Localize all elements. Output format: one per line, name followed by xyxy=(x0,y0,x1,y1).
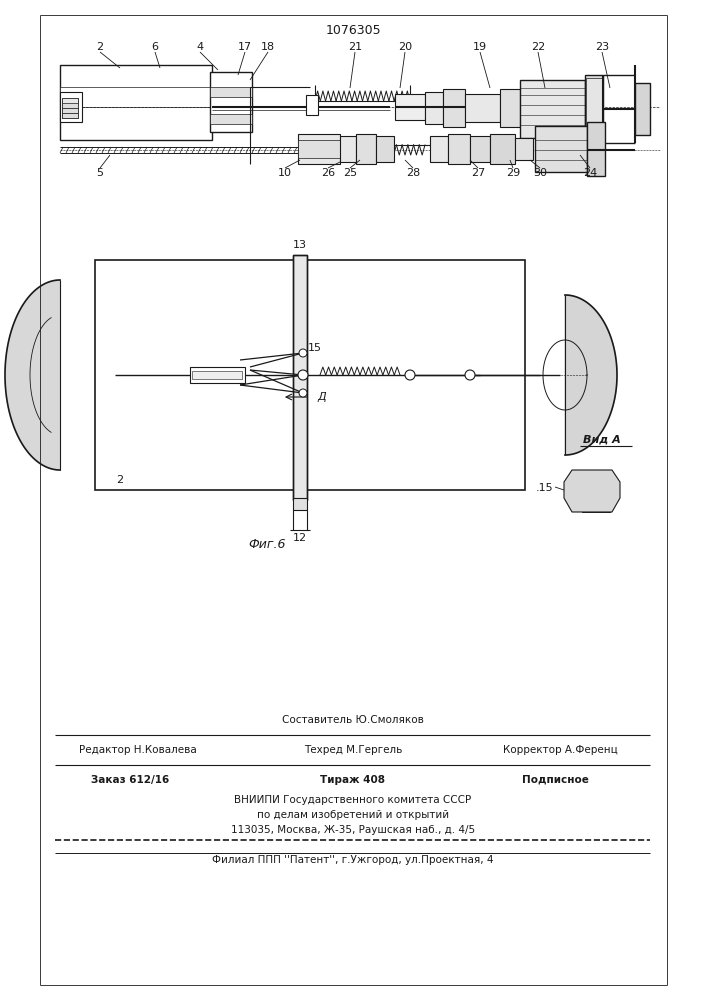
Text: 26: 26 xyxy=(321,168,335,178)
Text: Тираж 408: Тираж 408 xyxy=(320,775,385,785)
Bar xyxy=(356,134,376,164)
Bar xyxy=(376,136,394,162)
Text: .15: .15 xyxy=(536,483,554,493)
Text: 5: 5 xyxy=(96,168,103,178)
Bar xyxy=(190,367,245,383)
Text: ВНИИПИ Государственного комитета СССР: ВНИИПИ Государственного комитета СССР xyxy=(235,795,472,805)
Text: 22: 22 xyxy=(531,42,545,52)
Bar xyxy=(192,371,242,379)
Text: 4: 4 xyxy=(197,42,204,52)
Text: 13: 13 xyxy=(293,240,307,250)
Text: 15: 15 xyxy=(308,343,322,353)
Text: 17: 17 xyxy=(238,42,252,52)
Text: Корректор А.Ференц: Корректор А.Ференц xyxy=(503,745,617,755)
Bar xyxy=(95,260,525,490)
Text: 20: 20 xyxy=(398,42,412,52)
Bar xyxy=(635,83,650,135)
Bar xyxy=(430,136,448,162)
Bar xyxy=(340,136,356,162)
Bar xyxy=(60,65,212,140)
Bar xyxy=(587,122,605,176)
Text: 23: 23 xyxy=(595,42,609,52)
Text: 10: 10 xyxy=(278,168,292,178)
Text: Редактор Н.Ковалева: Редактор Н.Ковалева xyxy=(79,745,197,755)
Circle shape xyxy=(299,349,307,357)
Bar xyxy=(293,255,307,500)
Text: Подписное: Подписное xyxy=(522,775,588,785)
Circle shape xyxy=(299,389,307,397)
Text: 6: 6 xyxy=(151,42,158,52)
Text: 113035, Москва, Ж-35, Раушская наб., д. 4/5: 113035, Москва, Ж-35, Раушская наб., д. … xyxy=(231,825,475,835)
Bar xyxy=(62,98,78,118)
Bar xyxy=(62,113,78,118)
Text: Составитель Ю.Смоляков: Составитель Ю.Смоляков xyxy=(282,715,424,725)
Bar xyxy=(293,498,307,510)
Text: 19: 19 xyxy=(473,42,487,52)
Text: Д: Д xyxy=(317,392,327,402)
Bar xyxy=(582,498,610,512)
Text: Филиал ППП ''Патент'', г.Ужгород, ул.Проектная, 4: Филиал ППП ''Патент'', г.Ужгород, ул.Про… xyxy=(212,855,493,865)
Bar xyxy=(62,108,78,113)
Bar xyxy=(515,138,533,160)
Polygon shape xyxy=(5,280,60,470)
Bar xyxy=(500,89,520,127)
Bar xyxy=(586,78,602,140)
Bar xyxy=(588,504,604,512)
Text: 18: 18 xyxy=(261,42,275,52)
Bar xyxy=(60,92,82,122)
Bar xyxy=(443,89,465,127)
Bar xyxy=(448,134,470,164)
Bar xyxy=(395,94,425,120)
Circle shape xyxy=(405,370,415,380)
Bar xyxy=(470,136,490,162)
Bar xyxy=(520,80,585,138)
Text: 30: 30 xyxy=(533,168,547,178)
Text: 12: 12 xyxy=(293,533,307,543)
Text: 24: 24 xyxy=(583,168,597,178)
Polygon shape xyxy=(565,295,617,455)
Text: 1076305: 1076305 xyxy=(325,23,381,36)
Text: Вид A: Вид A xyxy=(583,435,621,445)
Text: Фиг.6: Фиг.6 xyxy=(248,538,286,552)
Bar xyxy=(210,72,252,132)
Bar xyxy=(298,140,340,158)
Text: 27: 27 xyxy=(471,168,485,178)
Text: по делам изобретений и открытий: по делам изобретений и открытий xyxy=(257,810,449,820)
Text: 28: 28 xyxy=(406,168,420,178)
Bar xyxy=(60,87,212,107)
Bar xyxy=(306,95,318,115)
Circle shape xyxy=(298,370,308,380)
Polygon shape xyxy=(564,470,620,512)
Bar xyxy=(298,134,340,164)
Text: 2: 2 xyxy=(96,42,103,52)
Text: 29: 29 xyxy=(506,168,520,178)
Bar xyxy=(585,75,603,143)
Text: 25: 25 xyxy=(343,168,357,178)
Bar xyxy=(425,92,443,124)
Bar xyxy=(465,94,500,122)
Bar xyxy=(293,255,307,500)
Bar xyxy=(210,114,252,124)
Text: 2: 2 xyxy=(117,475,124,485)
Circle shape xyxy=(465,370,475,380)
Text: Заказ 612/16: Заказ 612/16 xyxy=(91,775,169,785)
Text: Техред М.Гергель: Техред М.Гергель xyxy=(304,745,402,755)
Text: 21: 21 xyxy=(348,42,362,52)
Bar xyxy=(535,126,587,172)
Bar xyxy=(62,103,78,108)
Bar xyxy=(210,87,252,97)
Bar xyxy=(490,134,515,164)
